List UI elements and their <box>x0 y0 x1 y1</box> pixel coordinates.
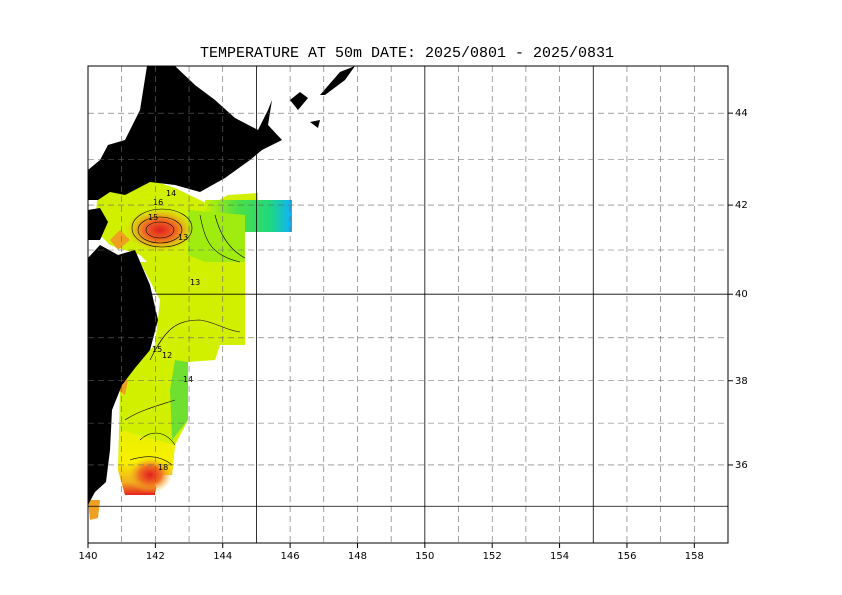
x-tick-label: 140 <box>78 551 97 562</box>
contour-label: 12 <box>162 351 172 360</box>
contour-label: 15 <box>148 213 158 222</box>
contour-label: 14 <box>183 375 193 384</box>
y-tick-label: 40 <box>735 289 748 300</box>
contour-label: 18 <box>158 463 168 472</box>
contour-label: 16 <box>153 198 163 207</box>
x-tick-label: 150 <box>415 551 434 562</box>
contour-label: 13 <box>190 278 200 287</box>
x-tick-label: 144 <box>213 551 232 562</box>
contour-label: 15 <box>152 345 162 354</box>
x-tick-label: 146 <box>281 551 300 562</box>
y-tick-label: 38 <box>735 376 748 387</box>
land <box>88 66 355 505</box>
y-tick-label: 44 <box>735 108 748 119</box>
x-tick-label: 156 <box>617 551 636 562</box>
x-tick-label: 152 <box>483 551 502 562</box>
contour-label: 13 <box>178 233 188 242</box>
x-tick-label: 148 <box>348 551 367 562</box>
y-tick-label: 42 <box>735 200 748 211</box>
y-tick-label: 36 <box>735 460 748 471</box>
temperature-field <box>88 168 292 520</box>
plot-frame <box>87 65 729 544</box>
x-tick-label: 154 <box>550 551 569 562</box>
x-tick-label: 142 <box>146 551 165 562</box>
contour-label: 14 <box>166 189 176 198</box>
map-title: TEMPERATURE AT 50m DATE: 2025/0801 - 202… <box>200 45 614 62</box>
x-tick-label: 158 <box>685 551 704 562</box>
grid: 140 142 144 146 148 150 152 154 156 158 36 38 40 42 44 <box>78 66 748 562</box>
